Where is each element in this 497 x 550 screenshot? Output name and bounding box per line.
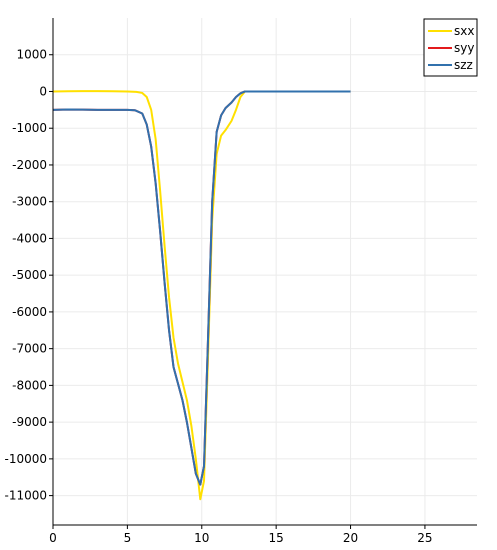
y-tick-label: -9000 bbox=[12, 415, 47, 429]
legend[interactable]: sxx syy szz bbox=[423, 18, 478, 77]
y-tick-label: -3000 bbox=[12, 195, 47, 209]
y-tick-label: -6000 bbox=[12, 305, 47, 319]
series-lines bbox=[52, 90, 351, 501]
y-tick-label: -1000 bbox=[12, 121, 47, 135]
y-tick-labels: 1000 0 -1000 -2000 -3000 -4000 -5000 -6000 -7000… bbox=[4, 48, 47, 503]
x-tick-label: 15 bbox=[269, 531, 284, 545]
y-tick-label: -4000 bbox=[12, 231, 47, 245]
x-tick-label: 25 bbox=[417, 531, 432, 545]
x-tick-label: 5 bbox=[124, 531, 132, 545]
y-tick-label: -10000 bbox=[4, 452, 47, 466]
y-tick-label: -2000 bbox=[12, 158, 47, 172]
y-tick-label: 0 bbox=[39, 84, 47, 98]
y-tick-label: 1000 bbox=[16, 48, 47, 62]
y-tick-label: -7000 bbox=[12, 342, 47, 356]
axes bbox=[49, 18, 477, 529]
y-tick-label: -11000 bbox=[4, 489, 47, 503]
legend-label-syy: syy bbox=[454, 41, 474, 55]
x-tick-label: 10 bbox=[194, 531, 209, 545]
x-tick-label: 0 bbox=[49, 531, 57, 545]
x-tick-labels: 0 5 10 15 20 25 bbox=[49, 531, 432, 545]
y-tick-label: -8000 bbox=[12, 378, 47, 392]
legend-label-szz: szz bbox=[454, 58, 473, 72]
series-line-szz bbox=[52, 90, 351, 486]
x-tick-label: 20 bbox=[343, 531, 358, 545]
y-tick-label: -5000 bbox=[12, 268, 47, 282]
series-line-sxx bbox=[52, 90, 351, 501]
legend-label-sxx: sxx bbox=[454, 24, 474, 38]
grid-lines bbox=[52, 18, 477, 525]
